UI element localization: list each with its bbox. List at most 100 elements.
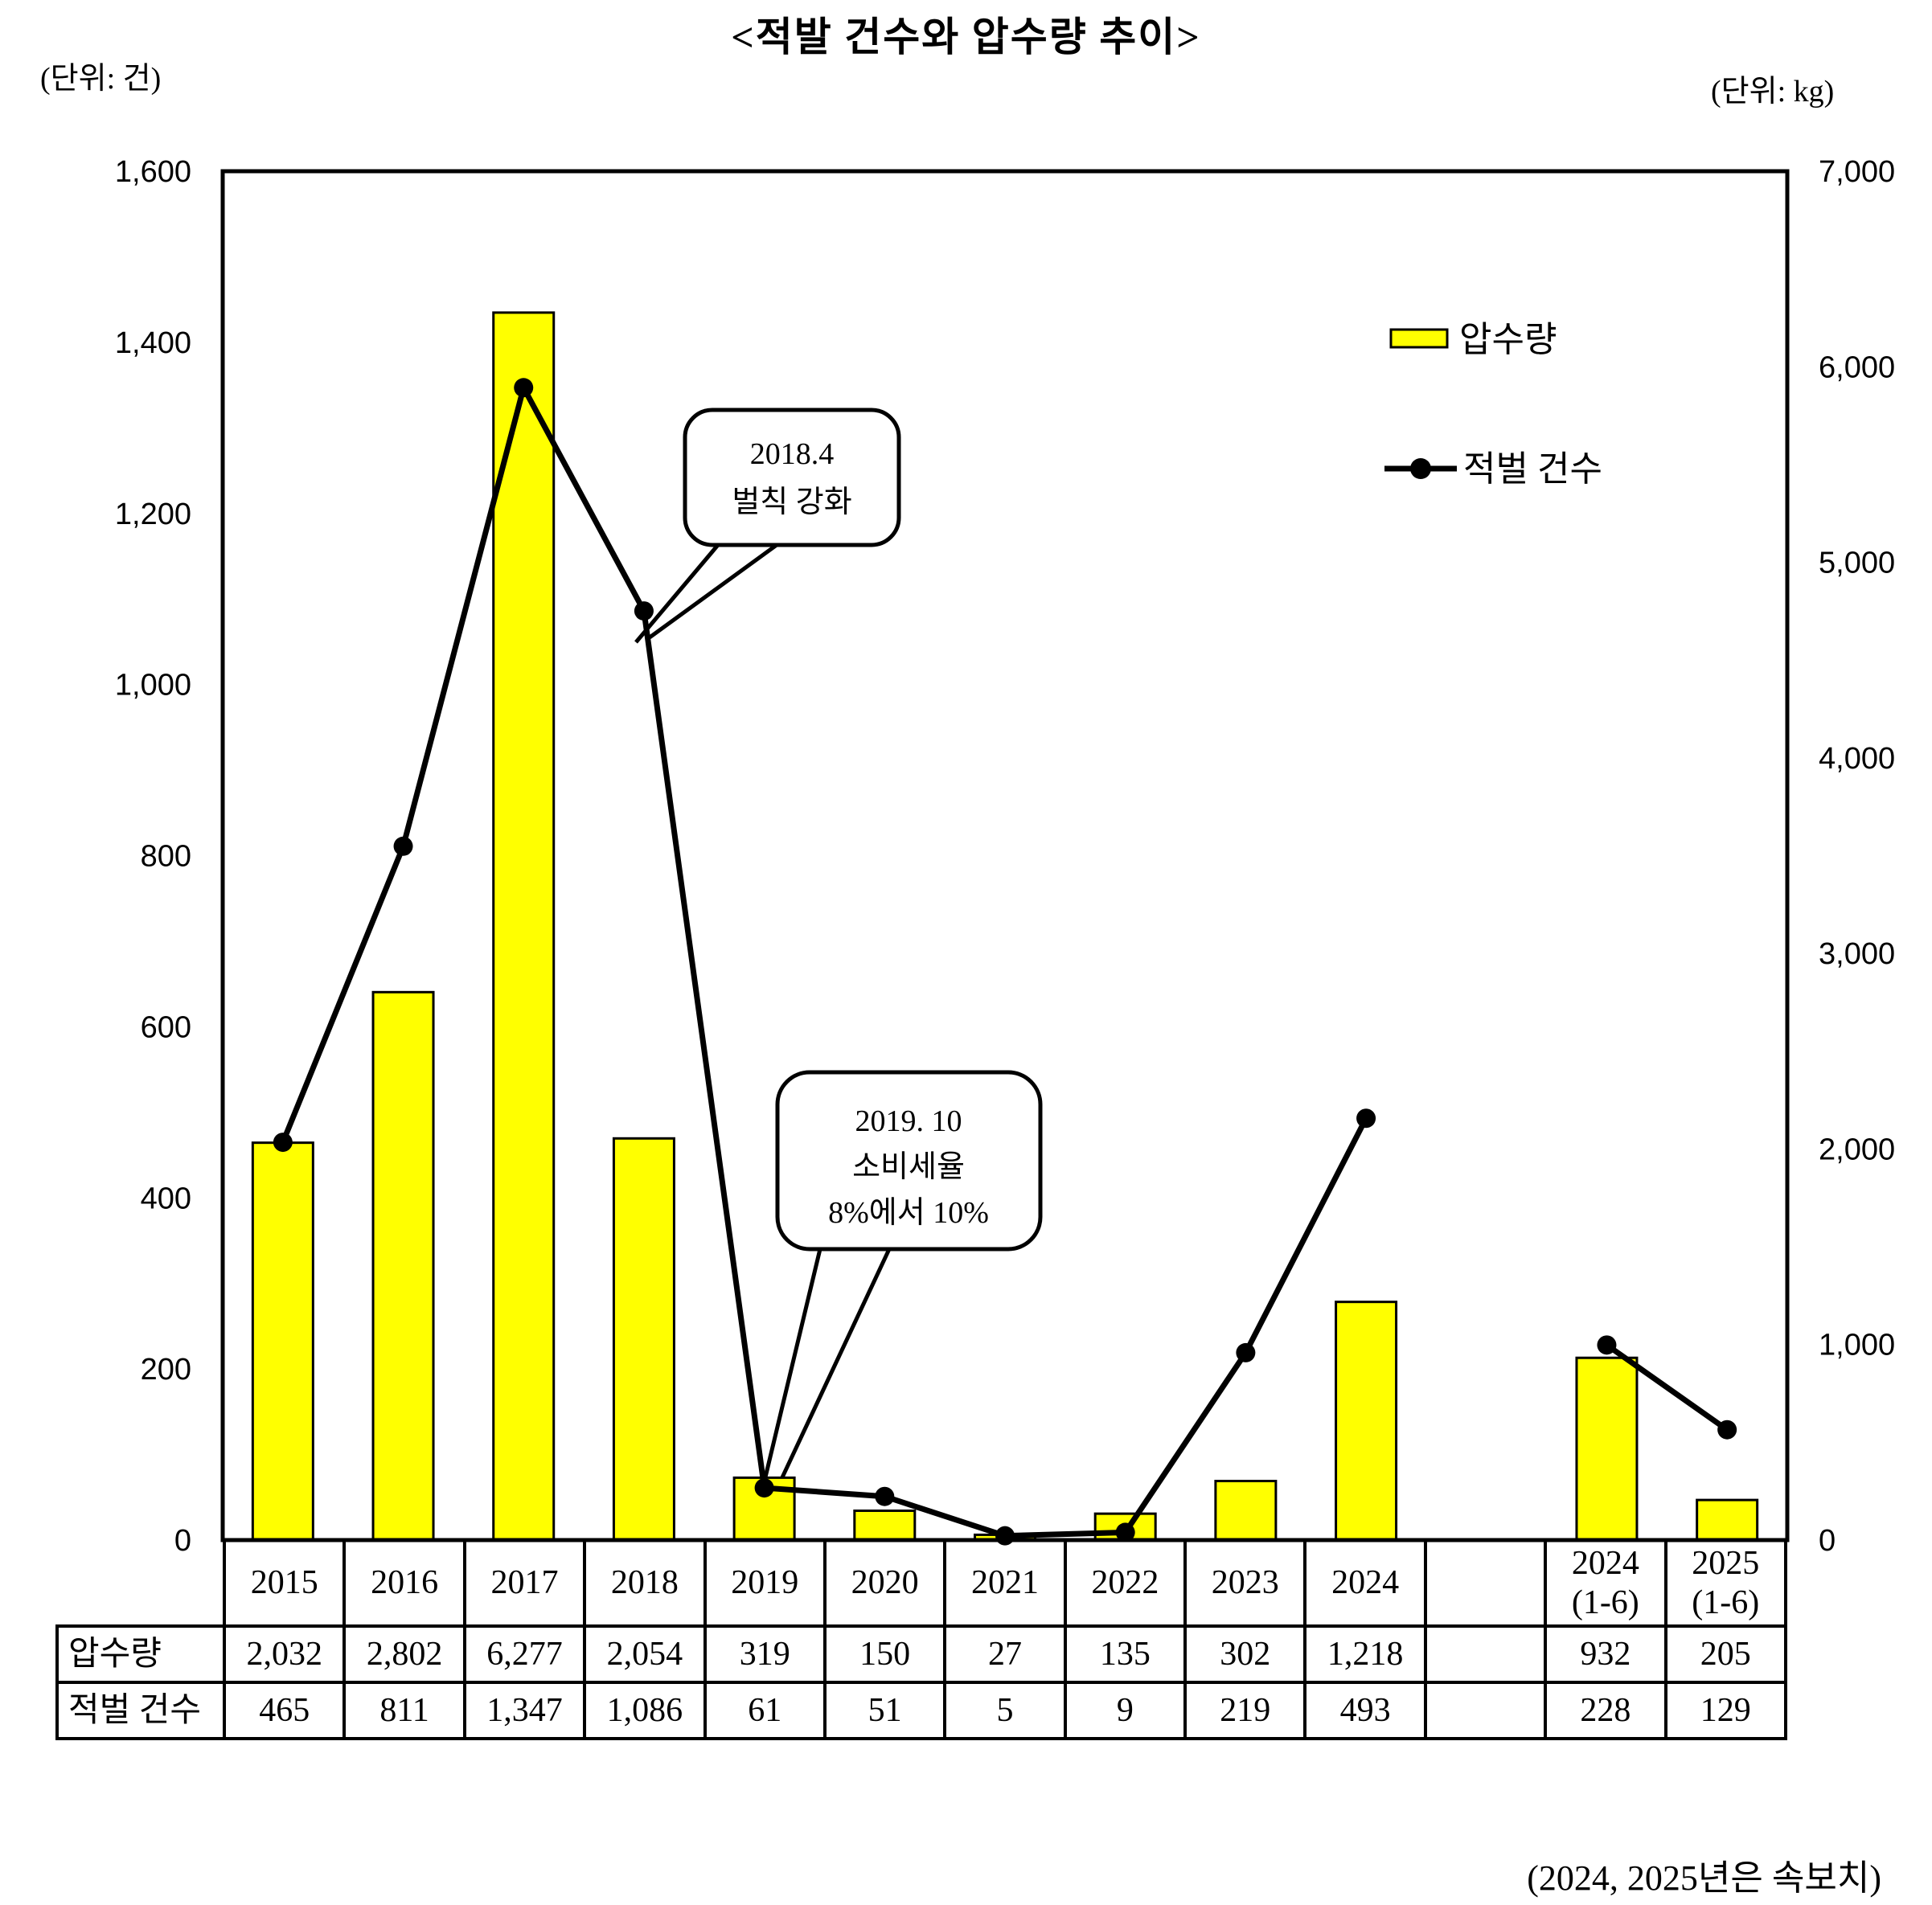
left-axis-tick: 1,600 bbox=[115, 155, 191, 189]
table-seizure-cell: 319 bbox=[703, 1624, 827, 1684]
table-year-cell: 2023 bbox=[1183, 1538, 1307, 1628]
left-axis-tick: 1,400 bbox=[115, 326, 191, 360]
line-marker bbox=[514, 378, 534, 398]
callout-bubble bbox=[775, 1070, 1043, 1252]
table-cases-cell: 9 bbox=[1063, 1681, 1188, 1740]
table-year-cell: 2020 bbox=[822, 1538, 947, 1628]
left-axis-tick: 200 bbox=[141, 1353, 191, 1387]
callout-tail-line bbox=[648, 543, 778, 640]
bar-2018 bbox=[612, 1137, 675, 1542]
table-seizure-cell: 1,218 bbox=[1303, 1624, 1427, 1684]
legend-line-label: 적벌 건수 bbox=[1463, 449, 1602, 489]
right-axis-tick: 0 bbox=[1819, 1524, 1836, 1558]
bar-2025 (1-6) bbox=[1696, 1498, 1759, 1542]
table-cases-cell: 1,347 bbox=[462, 1681, 587, 1740]
plot-area: 1,600 1,400 1,200 1,000 800 600 400 200 0 7,000 6,… bbox=[115, 155, 1895, 1558]
right-axis-tick: 4,000 bbox=[1819, 742, 1895, 776]
table-year-cell: 2025 (1-6) bbox=[1663, 1538, 1787, 1628]
bar-2015 bbox=[251, 1141, 314, 1542]
table-seizure-cell: 27 bbox=[943, 1624, 1067, 1684]
table-cases-cell: 1,086 bbox=[583, 1681, 707, 1740]
left-axis-tick: 1,200 bbox=[115, 498, 191, 531]
footnote: (2024, 2025년은 속보치) bbox=[1527, 1858, 1881, 1898]
callout-text-line: 소비세율 bbox=[852, 1150, 965, 1184]
table-cases-cell: 5 bbox=[943, 1681, 1067, 1740]
table-year-cell: 2017 bbox=[462, 1538, 587, 1628]
table-seizure-cell: 2,802 bbox=[343, 1624, 466, 1684]
line-marker bbox=[875, 1486, 895, 1506]
line-marker bbox=[754, 1478, 774, 1498]
callout-text-line: 8%에서 10% bbox=[828, 1196, 989, 1230]
table-year-cell: 2015 bbox=[222, 1538, 347, 1628]
table-seizure-cell bbox=[1423, 1624, 1548, 1684]
table-year-cell: 2024 (1-6) bbox=[1544, 1538, 1667, 1628]
left-axis-tick: 600 bbox=[141, 1010, 191, 1044]
page-title: <적발 건수와 압수량 추이> bbox=[731, 14, 1201, 59]
table-row-header-seizure: 압수량 bbox=[55, 1624, 226, 1684]
line-marker bbox=[1115, 1522, 1135, 1542]
table-year-cell: 2019 bbox=[703, 1538, 827, 1628]
table-seizure-cell: 150 bbox=[822, 1624, 947, 1684]
table-cases-cell: 219 bbox=[1183, 1681, 1307, 1740]
right-axis-tick: 7,000 bbox=[1819, 155, 1895, 189]
data-table: 2015 2016 2017 2018 2019 2020 2021 2022 2023 2024… bbox=[55, 1538, 1787, 1740]
table-seizure-cell: 205 bbox=[1663, 1624, 1787, 1684]
callout-bubble bbox=[683, 408, 901, 547]
table-seizure-cell: 2,054 bbox=[583, 1624, 707, 1684]
callout-tail-line bbox=[634, 543, 720, 644]
bar-2016 bbox=[371, 990, 435, 1542]
table-cases-cell: 51 bbox=[822, 1681, 947, 1740]
left-axis-tick: 1,000 bbox=[115, 669, 191, 703]
table-cases-cell: 228 bbox=[1544, 1681, 1667, 1740]
callout-text-line: 2019. 10 bbox=[855, 1104, 962, 1138]
table-cases-cell: 493 bbox=[1303, 1681, 1427, 1740]
table-seizure-cell: 932 bbox=[1544, 1624, 1667, 1684]
table-seizure-cell: 2,032 bbox=[222, 1624, 347, 1684]
table-cases-cell: 811 bbox=[343, 1681, 466, 1740]
callout-tail-line bbox=[780, 1247, 892, 1479]
legend-bar-swatch bbox=[1389, 328, 1449, 349]
right-axis-tick: 1,000 bbox=[1819, 1329, 1895, 1362]
table-seizure-cell: 302 bbox=[1183, 1624, 1307, 1684]
annotation-2019-callout: 2019. 10 소비세율 8%에서 10% bbox=[761, 1070, 1043, 1485]
table-seizure-row: 압수량 2,032 2,802 6,277 2,054 319 150 27 135 302 1,… bbox=[55, 1624, 1787, 1684]
bar-2024 bbox=[1335, 1301, 1398, 1542]
line-marker bbox=[1717, 1420, 1737, 1440]
table-year-cell: 2018 bbox=[583, 1538, 707, 1628]
table-cases-cell: 61 bbox=[703, 1681, 827, 1740]
table-year-cell: 2022 bbox=[1063, 1538, 1188, 1628]
table-year-cell: 2024 bbox=[1303, 1538, 1427, 1628]
table-corner-spacer bbox=[57, 1540, 224, 1626]
legend-bar-label: 압수량 bbox=[1459, 320, 1557, 359]
left-axis-tick: 800 bbox=[141, 840, 191, 874]
line-marker bbox=[273, 1133, 293, 1153]
annotation-2018-callout: 2018.4 벌칙 강화 bbox=[634, 408, 901, 644]
table-cases-row: 적벌 건수 465 811 1,347 1,086 61 51 5 9 219 493 228 129 bbox=[55, 1681, 1787, 1740]
table-year-cell: 2016 bbox=[343, 1538, 466, 1628]
left-axis-tick: 0 bbox=[174, 1524, 191, 1558]
line-series bbox=[280, 379, 1369, 1539]
right-axis-tick: 6,000 bbox=[1819, 350, 1895, 384]
line-marker bbox=[393, 836, 413, 856]
table-cases-cell: 465 bbox=[222, 1681, 347, 1740]
table-cases-cell: 129 bbox=[1663, 1681, 1787, 1740]
callout-text-line: 벌칙 강화 bbox=[732, 485, 851, 519]
left-axis-tick: 400 bbox=[141, 1182, 191, 1215]
line-marker bbox=[1597, 1335, 1617, 1355]
callout-text-line: 2018.4 bbox=[750, 437, 835, 471]
table-year-cell bbox=[1423, 1538, 1548, 1628]
table-seizure-cell: 135 bbox=[1063, 1624, 1188, 1684]
line-marker bbox=[1356, 1108, 1376, 1129]
table-cases-cell bbox=[1423, 1681, 1548, 1740]
bar-2017 bbox=[492, 311, 556, 1542]
bar-2023 bbox=[1214, 1480, 1278, 1542]
table-years-row: 2015 2016 2017 2018 2019 2020 2021 2022 2023 2024… bbox=[57, 1538, 1787, 1628]
right-axis-unit-label: (단위: kg) bbox=[1711, 75, 1835, 109]
line-marker bbox=[634, 601, 654, 621]
legend: 압수량 적벌 건수 bbox=[1384, 320, 1602, 489]
left-axis-unit-label: (단위: 건) bbox=[40, 62, 162, 96]
bar-2020 bbox=[853, 1510, 917, 1542]
bar-2024 (1-6) bbox=[1575, 1356, 1639, 1542]
right-axis-tick: 3,000 bbox=[1819, 937, 1895, 971]
